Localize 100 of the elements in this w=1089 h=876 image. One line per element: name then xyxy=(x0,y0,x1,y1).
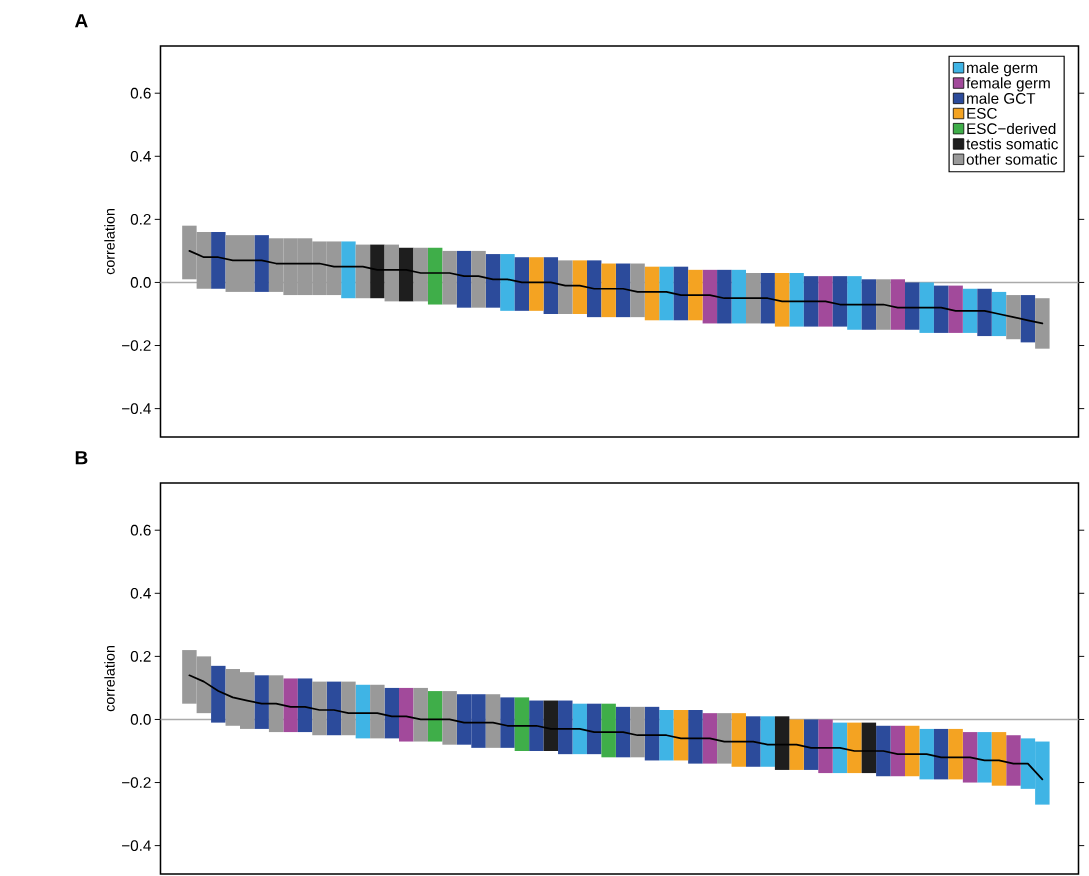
bar xyxy=(586,260,602,318)
bar xyxy=(211,665,226,723)
bar xyxy=(370,684,385,739)
bar xyxy=(558,260,573,315)
y-tick-label: 0.4 xyxy=(130,587,151,599)
bar xyxy=(962,288,978,333)
bar xyxy=(919,728,934,780)
bar xyxy=(803,276,819,327)
y-tick-label: −0.2 xyxy=(122,340,151,351)
bar xyxy=(774,716,790,770)
bar xyxy=(745,273,761,324)
bar xyxy=(702,713,718,764)
bar xyxy=(268,675,284,733)
bar xyxy=(601,263,616,318)
bar xyxy=(500,697,515,748)
bar xyxy=(702,269,718,324)
bar xyxy=(326,681,342,736)
bar xyxy=(471,250,486,308)
bar xyxy=(731,713,746,767)
bar xyxy=(485,694,501,748)
bar xyxy=(399,247,414,302)
bar xyxy=(529,257,544,311)
bar xyxy=(1006,735,1021,786)
bar xyxy=(673,266,689,321)
bar xyxy=(818,276,833,327)
legend-label: testis somatic xyxy=(966,138,1058,150)
bar xyxy=(413,247,428,302)
bar xyxy=(456,250,472,308)
legend-label: male germ xyxy=(967,62,1038,77)
bar xyxy=(384,244,400,302)
y-tick-label: 0.4 xyxy=(130,150,151,162)
bar xyxy=(615,706,631,758)
bar xyxy=(615,263,631,318)
bar xyxy=(297,678,313,733)
bar xyxy=(427,247,443,305)
bar xyxy=(543,700,559,752)
bar xyxy=(514,257,530,311)
bar xyxy=(948,285,963,333)
bar xyxy=(659,710,674,761)
legend-label: ESC xyxy=(967,108,997,119)
y-tick-label: 0.2 xyxy=(130,214,151,225)
y-axis-title: correlation xyxy=(104,209,115,275)
bar xyxy=(254,675,269,729)
bar xyxy=(442,250,457,305)
bar xyxy=(442,691,457,745)
bar xyxy=(673,710,689,761)
bar xyxy=(500,254,515,311)
bar xyxy=(832,276,848,327)
y-tick-label: 0.6 xyxy=(130,524,151,536)
bar xyxy=(832,722,848,774)
bar xyxy=(659,266,674,321)
bar xyxy=(312,681,327,736)
bar xyxy=(948,728,963,780)
bar xyxy=(341,681,356,736)
bar xyxy=(731,269,746,324)
bar xyxy=(644,266,660,321)
chart-title: A xyxy=(74,14,88,28)
bar xyxy=(933,285,949,333)
bar xyxy=(355,244,371,299)
bar xyxy=(977,288,992,337)
bar xyxy=(876,725,891,777)
bar xyxy=(601,703,616,758)
bar xyxy=(991,291,1007,337)
bar xyxy=(630,706,645,758)
bar xyxy=(586,703,602,755)
bar xyxy=(717,269,732,324)
bar xyxy=(977,732,992,783)
bar xyxy=(688,269,703,321)
bar xyxy=(529,700,544,752)
bar xyxy=(905,282,920,330)
y-tick-label: −0.4 xyxy=(122,403,151,415)
bar xyxy=(876,279,891,330)
bar xyxy=(789,719,804,770)
bar xyxy=(644,706,660,761)
bar xyxy=(789,273,804,327)
bar xyxy=(1020,295,1036,343)
bar xyxy=(717,713,732,764)
bar xyxy=(341,241,356,299)
legend-label: female germ xyxy=(966,77,1050,92)
bar xyxy=(514,697,530,752)
bar xyxy=(254,235,269,292)
bar xyxy=(818,719,833,774)
bar xyxy=(355,684,371,739)
bar xyxy=(688,710,703,764)
y-tick-label: 0.6 xyxy=(130,87,151,99)
bar xyxy=(630,263,645,318)
bar xyxy=(399,687,414,742)
bar xyxy=(890,279,906,330)
bar xyxy=(847,276,862,330)
bar xyxy=(890,725,906,777)
bar xyxy=(283,678,298,733)
bar xyxy=(1035,298,1050,349)
y-tick-label: −0.2 xyxy=(122,777,151,788)
bar xyxy=(803,719,819,770)
bar xyxy=(760,716,775,767)
bar xyxy=(962,732,978,783)
bar xyxy=(745,716,761,767)
bar xyxy=(861,722,877,774)
bar xyxy=(211,232,226,289)
bar xyxy=(413,687,428,742)
